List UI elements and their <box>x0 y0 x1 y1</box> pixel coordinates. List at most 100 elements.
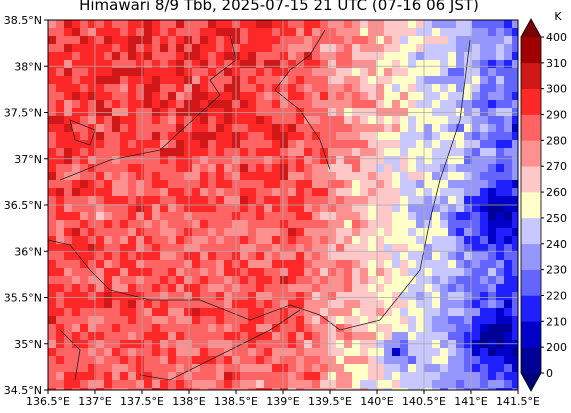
pixel <box>448 84 457 93</box>
pixel <box>120 28 129 37</box>
pixel <box>472 164 481 173</box>
pixel <box>48 204 57 213</box>
pixel <box>328 292 337 301</box>
pixel <box>448 148 457 157</box>
pixel <box>288 44 297 53</box>
pixel <box>176 292 185 301</box>
pixel <box>160 68 169 77</box>
pixel <box>504 164 513 173</box>
pixel <box>512 196 518 205</box>
pixel <box>240 244 249 253</box>
pixel <box>216 220 225 229</box>
pixel <box>136 68 145 77</box>
pixel <box>392 100 401 109</box>
pixel <box>288 372 297 381</box>
pixel <box>216 52 225 61</box>
pixel <box>368 220 377 229</box>
pixel <box>272 292 281 301</box>
pixel <box>312 28 321 37</box>
pixel <box>464 180 473 189</box>
pixel <box>104 380 113 389</box>
pixel <box>240 188 249 197</box>
pixel <box>80 276 89 285</box>
pixel <box>400 164 409 173</box>
pixel <box>424 124 433 133</box>
pixel <box>248 84 257 93</box>
pixel <box>288 316 297 325</box>
pixel <box>344 132 353 141</box>
pixel <box>224 156 233 165</box>
pixel <box>416 164 425 173</box>
pixel <box>456 124 465 133</box>
pixel <box>312 164 321 173</box>
pixel <box>80 324 89 333</box>
pixel <box>72 292 81 301</box>
pixel <box>456 244 465 253</box>
pixel <box>400 252 409 261</box>
pixel <box>352 44 361 53</box>
pixel <box>152 348 161 357</box>
pixel <box>80 292 89 301</box>
pixel <box>336 44 345 53</box>
pixel <box>56 356 65 365</box>
pixel <box>176 92 185 101</box>
pixel <box>248 100 257 109</box>
pixel <box>88 124 97 133</box>
pixel <box>192 100 201 109</box>
pixel <box>360 252 369 261</box>
pixel <box>512 220 518 229</box>
pixel <box>288 76 297 85</box>
pixel <box>440 228 449 237</box>
pixel <box>152 92 161 101</box>
pixel <box>208 156 217 165</box>
pixel <box>488 164 497 173</box>
pixel <box>488 28 497 37</box>
pixel <box>448 52 457 61</box>
pixel <box>360 68 369 77</box>
pixel <box>336 92 345 101</box>
pixel <box>80 308 89 317</box>
pixel <box>112 84 121 93</box>
pixel <box>432 372 441 381</box>
pixel <box>352 36 361 45</box>
pixel <box>120 388 129 390</box>
pixel <box>136 364 145 373</box>
pixel <box>264 68 273 77</box>
pixel <box>448 124 457 133</box>
pixel <box>72 116 81 125</box>
pixel <box>128 228 137 237</box>
pixel <box>296 380 305 389</box>
pixel <box>264 196 273 205</box>
pixel <box>176 116 185 125</box>
pixel <box>400 76 409 85</box>
pixel <box>64 44 73 53</box>
pixel <box>344 180 353 189</box>
pixel <box>288 236 297 245</box>
pixel <box>320 292 329 301</box>
pixel <box>104 28 113 37</box>
pixel <box>256 380 265 389</box>
pixel <box>128 100 137 109</box>
pixel <box>416 380 425 389</box>
pixel <box>184 52 193 61</box>
pixel <box>280 52 289 61</box>
pixel <box>152 388 161 390</box>
pixel <box>152 260 161 269</box>
pixel <box>344 380 353 389</box>
pixel <box>120 44 129 53</box>
pixel <box>120 76 129 85</box>
pixel <box>64 236 73 245</box>
pixel <box>400 92 409 101</box>
pixel <box>224 244 233 253</box>
colorbar-segment <box>521 321 541 348</box>
pixel <box>224 204 233 213</box>
pixel <box>392 268 401 277</box>
pixel <box>408 172 417 181</box>
pixel <box>360 116 369 125</box>
pixel <box>144 28 153 37</box>
pixel <box>176 300 185 309</box>
pixel <box>112 68 121 77</box>
pixel <box>392 308 401 317</box>
pixel <box>464 228 473 237</box>
pixel <box>48 268 57 277</box>
